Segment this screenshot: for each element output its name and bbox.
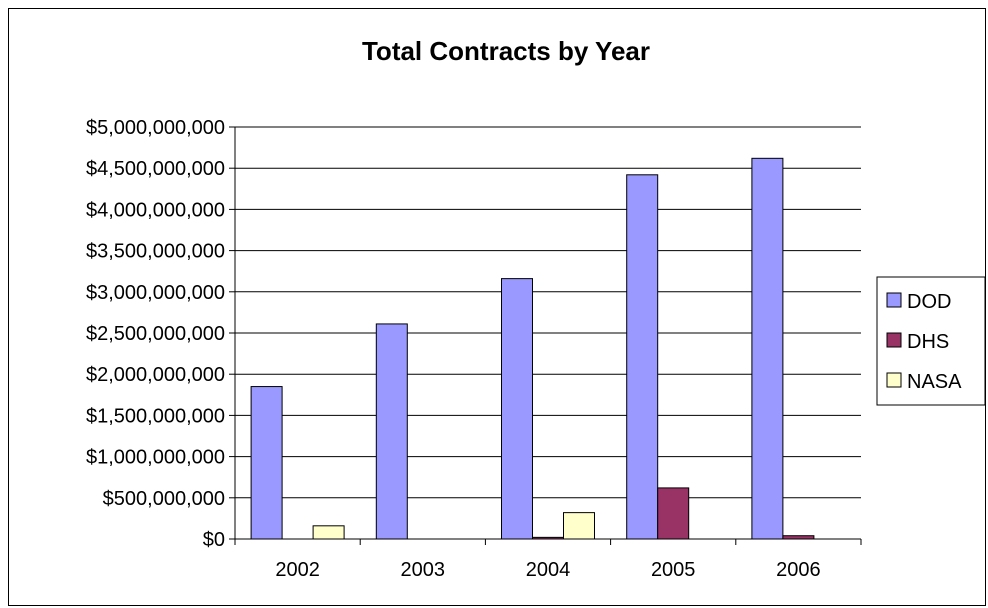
legend-label-dhs: DHS (907, 331, 949, 353)
legend-label-nasa: NASA (907, 371, 962, 393)
y-tick-label: $0 (203, 529, 225, 551)
bar-dod-2005 (626, 174, 659, 540)
bar-dhs-2006 (782, 535, 815, 540)
bar-dod-2003 (375, 323, 408, 540)
x-tick-label: 2003 (401, 559, 446, 581)
x-tick-label: 2004 (526, 559, 571, 581)
y-tick-label: $3,000,000,000 (86, 282, 225, 304)
chart-frame: Total Contracts by Year $0 $500,000,000 $1… (8, 8, 986, 606)
bar-dod-2006 (751, 157, 784, 540)
bar-dhs-2005 (657, 487, 690, 540)
y-tick-label: $2,500,000,000 (86, 323, 225, 345)
bar-dhs-2004 (532, 536, 564, 540)
x-tick-label: 2005 (651, 559, 696, 581)
bar-nasa-2002 (312, 525, 345, 540)
bar-dod-2002 (250, 386, 283, 540)
legend-swatch-dhs (886, 332, 902, 348)
y-tick-label: $4,000,000,000 (86, 199, 225, 221)
chart-title: Total Contracts by Year (362, 36, 650, 66)
y-tick-label: $5,000,000,000 (86, 117, 225, 139)
y-tick-label: $1,500,000,000 (86, 405, 225, 427)
y-tick-label: $2,000,000,000 (86, 364, 225, 386)
y-tick-label: $1,000,000,000 (86, 447, 225, 469)
legend-swatch-nasa (886, 372, 902, 388)
y-tick-label: $4,500,000,000 (86, 158, 225, 180)
y-tick-label: $3,500,000,000 (86, 241, 225, 263)
x-tick-label: 2006 (776, 559, 821, 581)
legend: DOD DHS NASA (876, 276, 986, 406)
bar-nasa-2004 (563, 512, 595, 540)
bar-chart: Total Contracts by Year $0 $500,000,000 $1… (86, 36, 986, 581)
x-tick-label: 2002 (275, 559, 320, 581)
legend-swatch-dod (886, 292, 902, 308)
legend-label-dod: DOD (907, 291, 951, 313)
bar-dod-2004 (501, 278, 533, 540)
y-tick-label: $500,000,000 (103, 488, 225, 510)
